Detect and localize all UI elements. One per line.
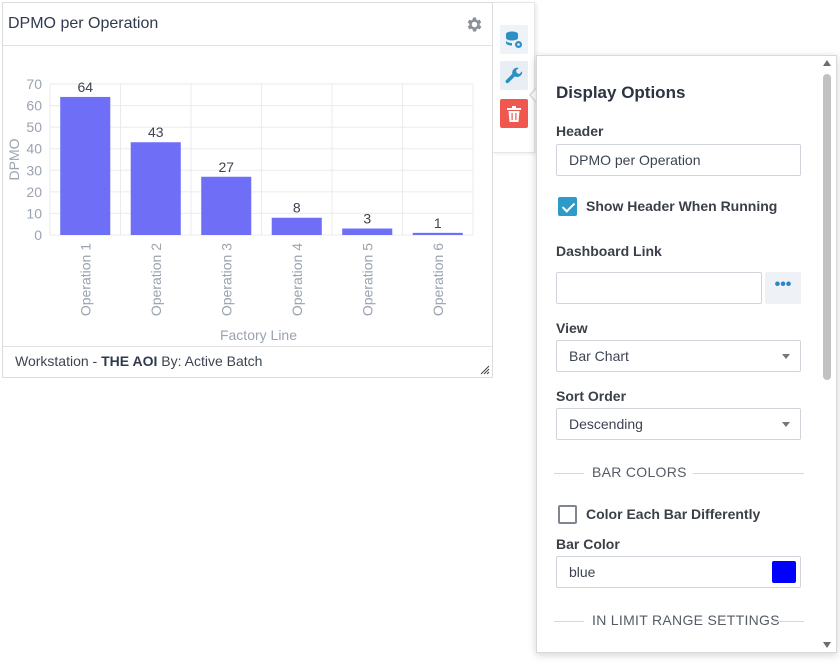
panel-scrollbar[interactable]: [821, 58, 833, 650]
footer-suffix: By: Active Batch: [157, 353, 263, 369]
footer-prefix: Workstation -: [15, 353, 102, 369]
section-divider: [693, 473, 804, 474]
bar-color-label: Bar Color: [556, 536, 620, 552]
bar-value-label: 8: [293, 200, 301, 216]
show-header-checkbox[interactable]: [558, 196, 577, 216]
bar-color-swatch[interactable]: [772, 561, 796, 583]
widget-header: DPMO per Operation: [3, 3, 492, 46]
y-tick-label: 70: [26, 76, 42, 92]
widget-footer: Workstation - THE AOI By: Active Batch: [3, 346, 492, 377]
resize-handle-icon[interactable]: [480, 365, 490, 375]
bar: [342, 228, 393, 235]
widget-title: DPMO per Operation: [8, 15, 159, 32]
bar-value-label: 43: [148, 124, 164, 140]
x-tick-label: Operation 5: [359, 243, 375, 316]
color-each-bar-label: Color Each Bar Differently: [586, 506, 761, 522]
scrollbar-thumb[interactable]: [823, 74, 831, 380]
sort-order-select[interactable]: Descending: [556, 408, 801, 440]
bar-value-label: 1: [434, 215, 442, 231]
section-divider: [554, 473, 584, 474]
color-each-bar-checkbox-row[interactable]: Color Each Bar Differently: [558, 504, 760, 524]
dashboard-link-label: Dashboard Link: [556, 243, 662, 259]
dashboard-link-input[interactable]: [556, 272, 762, 304]
scroll-down-arrow-icon[interactable]: [823, 642, 831, 648]
panel-pointer-inner: [531, 87, 538, 103]
limit-range-section-header: IN LIMIT RANGE SETTINGS: [554, 612, 804, 630]
x-tick-label: Operation 3: [218, 243, 234, 316]
bar-color-input[interactable]: blue: [556, 556, 801, 588]
display-options-button[interactable]: [500, 61, 528, 90]
view-select[interactable]: Bar Chart: [556, 340, 801, 372]
limit-range-section-title: IN LIMIT RANGE SETTINGS: [592, 612, 780, 628]
section-divider: [773, 621, 804, 622]
bar-color-value: blue: [569, 564, 596, 580]
bar: [60, 96, 111, 235]
y-tick-label: 40: [26, 141, 42, 157]
bar-value-label: 27: [218, 159, 234, 175]
x-tick-label: Operation 2: [148, 243, 164, 316]
chevron-down-icon: [782, 422, 790, 427]
bar: [130, 142, 181, 235]
view-label: View: [556, 320, 588, 336]
bar-value-label: 3: [363, 211, 371, 227]
y-tick-label: 30: [26, 162, 42, 178]
y-tick-label: 20: [26, 184, 42, 200]
view-select-value: Bar Chart: [569, 348, 629, 364]
trash-icon: [507, 105, 521, 122]
chart-widget: DPMO per Operation 0 10 20 30 40 50 60 70 64 Oper…: [2, 2, 493, 378]
show-header-label: Show Header When Running: [586, 198, 778, 214]
sort-order-select-value: Descending: [569, 416, 643, 432]
x-tick-label: Operation 1: [77, 243, 93, 316]
data-settings-button[interactable]: [500, 25, 528, 54]
y-tick-label: 10: [26, 205, 42, 221]
dashboard-link-browse-button[interactable]: •••: [765, 272, 801, 304]
y-axis-title: DPMO: [6, 138, 22, 180]
delete-button[interactable]: [500, 99, 528, 128]
bar-colors-section-header: BAR COLORS: [554, 464, 804, 482]
gear-icon[interactable]: [464, 15, 484, 35]
y-tick-label: 50: [26, 119, 42, 135]
wrench-icon: [505, 67, 523, 83]
bar-chart-svg: 0 10 20 30 40 50 60 70 64 Operation 1 43 Operation …: [6, 76, 474, 343]
x-tick-label: Operation 6: [430, 243, 446, 316]
bar: [412, 232, 463, 235]
show-header-checkbox-row[interactable]: Show Header When Running: [558, 196, 777, 216]
color-each-bar-checkbox[interactable]: [558, 504, 577, 524]
y-tick-label: 60: [26, 98, 42, 114]
bar: [201, 176, 252, 235]
chevron-down-icon: [782, 354, 790, 359]
x-axis-title: Factory Line: [220, 327, 297, 343]
database-gear-icon: [506, 31, 522, 48]
panel-title: Display Options: [556, 83, 686, 102]
header-label: Header: [556, 123, 604, 139]
bar-value-label: 64: [77, 79, 93, 95]
y-tick-label: 0: [34, 227, 42, 243]
bar-chart: 0 10 20 30 40 50 60 70 64 Operation 1 43 Operation …: [3, 47, 492, 347]
section-divider: [554, 621, 584, 622]
header-input[interactable]: [556, 144, 801, 176]
bar: [271, 217, 322, 235]
bar-colors-section-title: BAR COLORS: [592, 464, 687, 480]
footer-station: THE AOI: [101, 353, 158, 369]
display-options-panel: Display Options Header Show Header When …: [536, 55, 837, 653]
scroll-up-arrow-icon[interactable]: [823, 60, 831, 66]
x-tick-label: Operation 4: [289, 243, 305, 316]
sort-order-label: Sort Order: [556, 388, 627, 404]
widget-toolbar: [493, 2, 535, 153]
